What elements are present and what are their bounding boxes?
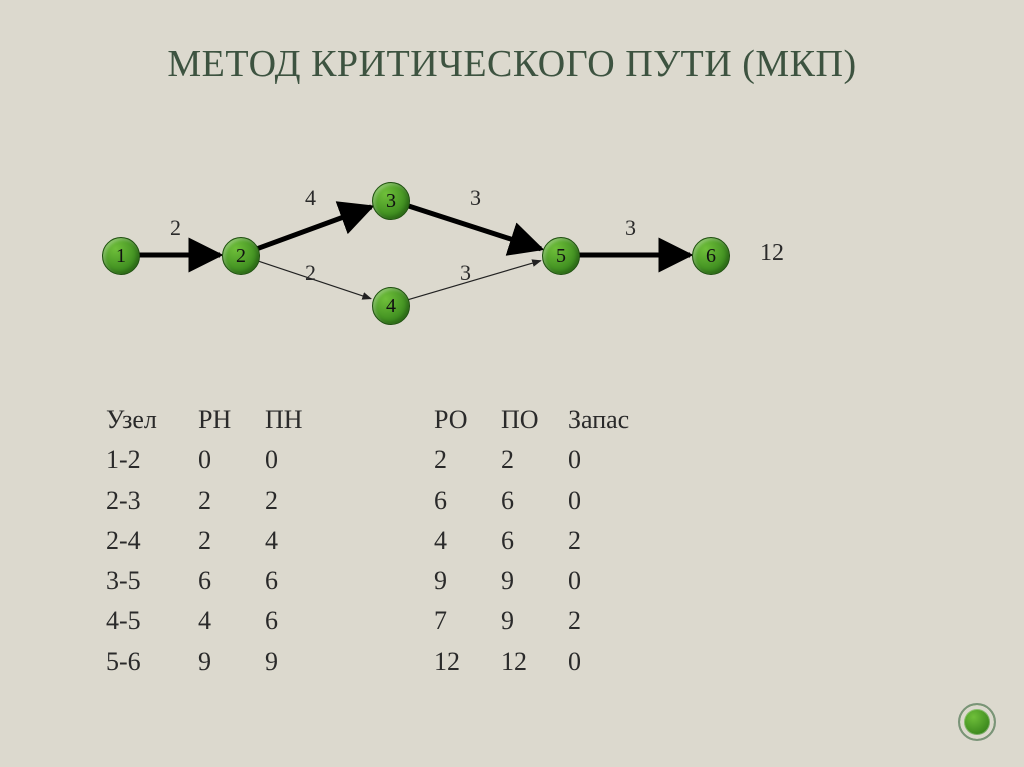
table-cell: 2 [562, 601, 664, 641]
table-cell [326, 481, 428, 521]
table-cell: 6 [192, 561, 259, 601]
edge-3-5 [407, 206, 541, 249]
table-cell: 2 [495, 440, 562, 480]
table-cell: 4-5 [100, 601, 192, 641]
table-cell: 6 [428, 481, 495, 521]
table-cell: 9 [495, 601, 562, 641]
cpm-graph: 123456 242333 12 [90, 160, 890, 340]
table-cell [326, 601, 428, 641]
table-cell: 0 [562, 642, 664, 682]
table-cell: 7 [428, 601, 495, 641]
edge-label-4-5: 3 [460, 260, 471, 286]
table-cell: 1-2 [100, 440, 192, 480]
total-duration: 12 [760, 240, 784, 267]
table-cell: 4 [192, 601, 259, 641]
table-cell: 6 [259, 601, 326, 641]
cpm-table: Узел РН ПН РО ПО Запас 1-2002202-3226602… [100, 400, 664, 682]
table-cell: 0 [562, 440, 664, 480]
edge-label-1-2: 2 [170, 215, 181, 241]
page-title: МЕТОД КРИТИЧЕСКОГО ПУТИ (МКП) [0, 0, 1024, 86]
col-ro: РО [428, 400, 495, 440]
col-rn: РН [192, 400, 259, 440]
table-cell [326, 440, 428, 480]
table-row: 5-69912120 [100, 642, 664, 682]
table-cell: 2 [192, 521, 259, 561]
table-cell: 12 [495, 642, 562, 682]
table-cell: 12 [428, 642, 495, 682]
table-cell: 2-4 [100, 521, 192, 561]
corner-decoration [958, 703, 996, 741]
table-row: 1-200220 [100, 440, 664, 480]
graph-node-2: 2 [222, 237, 260, 275]
table-cell: 4 [259, 521, 326, 561]
table-cell: 6 [259, 561, 326, 601]
slide: { "title": "МЕТОД КРИТИЧЕСКОГО ПУТИ (МКП… [0, 0, 1024, 767]
col-zapas: Запас [562, 400, 664, 440]
edge-label-2-3: 4 [305, 185, 316, 211]
table-cell: 9 [495, 561, 562, 601]
table-cell: 9 [192, 642, 259, 682]
graph-node-3: 3 [372, 182, 410, 220]
table-header-row: Узел РН ПН РО ПО Запас [100, 400, 664, 440]
col-pn: ПН [259, 400, 326, 440]
col-po: ПО [495, 400, 562, 440]
edge-2-3 [257, 207, 371, 249]
table-cell: 6 [495, 481, 562, 521]
table-row: 2-322660 [100, 481, 664, 521]
table-cell [326, 642, 428, 682]
edge-label-2-4: 2 [305, 260, 316, 286]
table-row: 3-566990 [100, 561, 664, 601]
table-cell: 0 [259, 440, 326, 480]
table-cell: 6 [495, 521, 562, 561]
edge-4-5 [407, 261, 541, 300]
graph-node-5: 5 [542, 237, 580, 275]
table-cell: 4 [428, 521, 495, 561]
col-node: Узел [100, 400, 192, 440]
table-cell: 9 [428, 561, 495, 601]
table-cell: 2 [428, 440, 495, 480]
graph-node-1: 1 [102, 237, 140, 275]
table-cell: 0 [192, 440, 259, 480]
edge-label-3-5: 3 [470, 185, 481, 211]
table-cell [326, 561, 428, 601]
table-cell: 9 [259, 642, 326, 682]
edge-label-5-6: 3 [625, 215, 636, 241]
graph-node-6: 6 [692, 237, 730, 275]
table-cell: 2 [192, 481, 259, 521]
table-cell: 0 [562, 481, 664, 521]
table-cell: 3-5 [100, 561, 192, 601]
table-cell: 0 [562, 561, 664, 601]
table-cell: 2 [562, 521, 664, 561]
graph-node-4: 4 [372, 287, 410, 325]
table-cell: 2 [259, 481, 326, 521]
table-cell: 2-3 [100, 481, 192, 521]
table-cell: 5-6 [100, 642, 192, 682]
table-row: 4-546 792 [100, 601, 664, 641]
table-cell [326, 521, 428, 561]
table-row: 2-424462 [100, 521, 664, 561]
